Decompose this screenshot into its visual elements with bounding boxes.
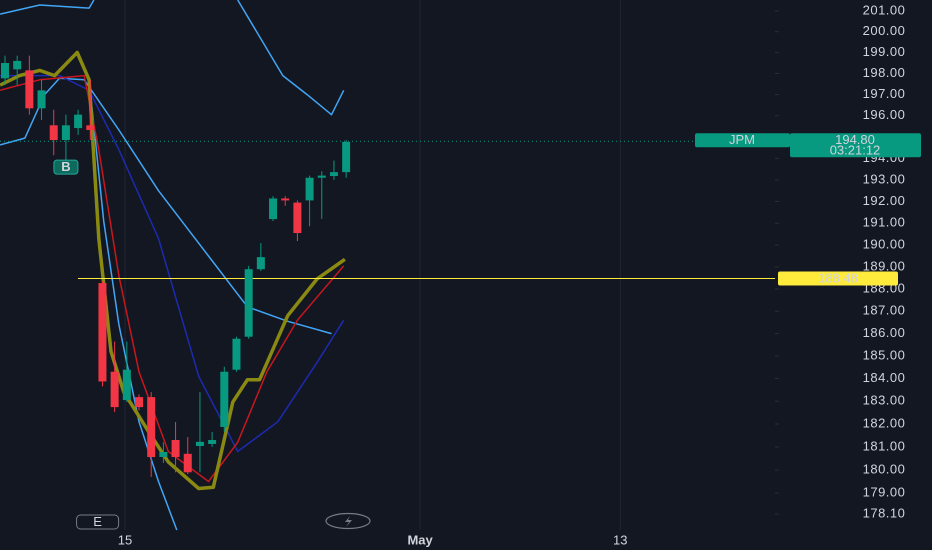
x-tick-label: 15 [118, 532, 132, 547]
candle-body [317, 175, 326, 178]
ticker-box [695, 133, 790, 148]
candle-body [208, 440, 217, 444]
y-tick-label: 183.00 [863, 393, 906, 408]
y-tick-label: 178.10 [863, 506, 906, 521]
x-tick-label: 13 [613, 532, 627, 547]
price-label: 188.48 [818, 270, 858, 285]
candle-body [183, 453, 192, 473]
y-tick-label: 185.00 [863, 347, 906, 362]
candle-body [49, 125, 58, 140]
candle-body [171, 440, 180, 458]
y-tick-label: 201.00 [863, 2, 906, 17]
candle-body [25, 70, 34, 109]
y-tick-label: 181.00 [863, 438, 906, 453]
price-label-box [778, 271, 898, 286]
y-tick-label: 200.00 [863, 23, 906, 38]
y-tick-label: 199.00 [863, 44, 906, 59]
y-tick-label: 197.00 [863, 86, 906, 101]
lightning-icon[interactable] [325, 512, 371, 530]
candle-body [195, 441, 204, 446]
candle-body [256, 257, 265, 270]
indicator-line [0, 77, 332, 335]
candle-body [220, 371, 229, 427]
candle-body [281, 198, 290, 201]
y-tick-label: 184.00 [863, 370, 906, 385]
countdown-label: 03:21:12 [830, 143, 881, 158]
candle-body [342, 141, 351, 173]
y-tick-label: 198.00 [863, 65, 906, 80]
ticker-label: JPM [729, 132, 755, 147]
candle-body [305, 177, 314, 201]
y-tick-label: 182.00 [863, 415, 906, 430]
marker-label: E [93, 514, 102, 529]
candle-body [110, 371, 119, 408]
candle-body [244, 269, 253, 337]
candle-body [37, 90, 46, 109]
y-tick-label: 187.00 [863, 303, 906, 318]
candle-body [159, 451, 168, 458]
candle-body [13, 60, 22, 70]
y-tick-label: 180.00 [863, 461, 906, 476]
marker-label: B [61, 159, 70, 174]
candle-body [135, 397, 144, 408]
candle-body [269, 198, 278, 220]
grid [124, 0, 621, 530]
y-tick-label: 190.00 [863, 236, 906, 251]
candle-body [86, 125, 95, 130]
x-tick-label: May [407, 532, 433, 547]
icon-bolt [345, 516, 352, 527]
candle-body [122, 369, 131, 401]
y-tick-label: 193.00 [863, 171, 906, 186]
last-price-box [790, 133, 921, 158]
y-tick-label: 196.00 [863, 107, 906, 122]
candle-body [293, 202, 302, 234]
price-axis: 201.00 200.00 199.00 198.00 197.00 196.00 194.… [775, 2, 906, 521]
marker-box[interactable] [76, 514, 120, 530]
candle-body [61, 125, 70, 140]
y-tick-label: 192.00 [863, 193, 906, 208]
y-tick-label: 186.00 [863, 325, 906, 340]
candle-body [0, 63, 9, 79]
candle-body [329, 172, 338, 177]
candle-body [74, 114, 83, 129]
last-price-label: 194.80 [835, 132, 875, 147]
indicator-line [0, 74, 345, 453]
y-tick-label: 189.00 [863, 258, 906, 273]
indicator-line [0, 0, 345, 116]
plot-area: B [0, 0, 775, 531]
marker-box[interactable] [53, 159, 79, 175]
candle-body [98, 283, 107, 382]
candle-body [232, 338, 241, 370]
y-tick-label: 179.00 [863, 485, 906, 500]
y-tick-label: 191.00 [863, 215, 906, 230]
candle-body [147, 397, 156, 458]
